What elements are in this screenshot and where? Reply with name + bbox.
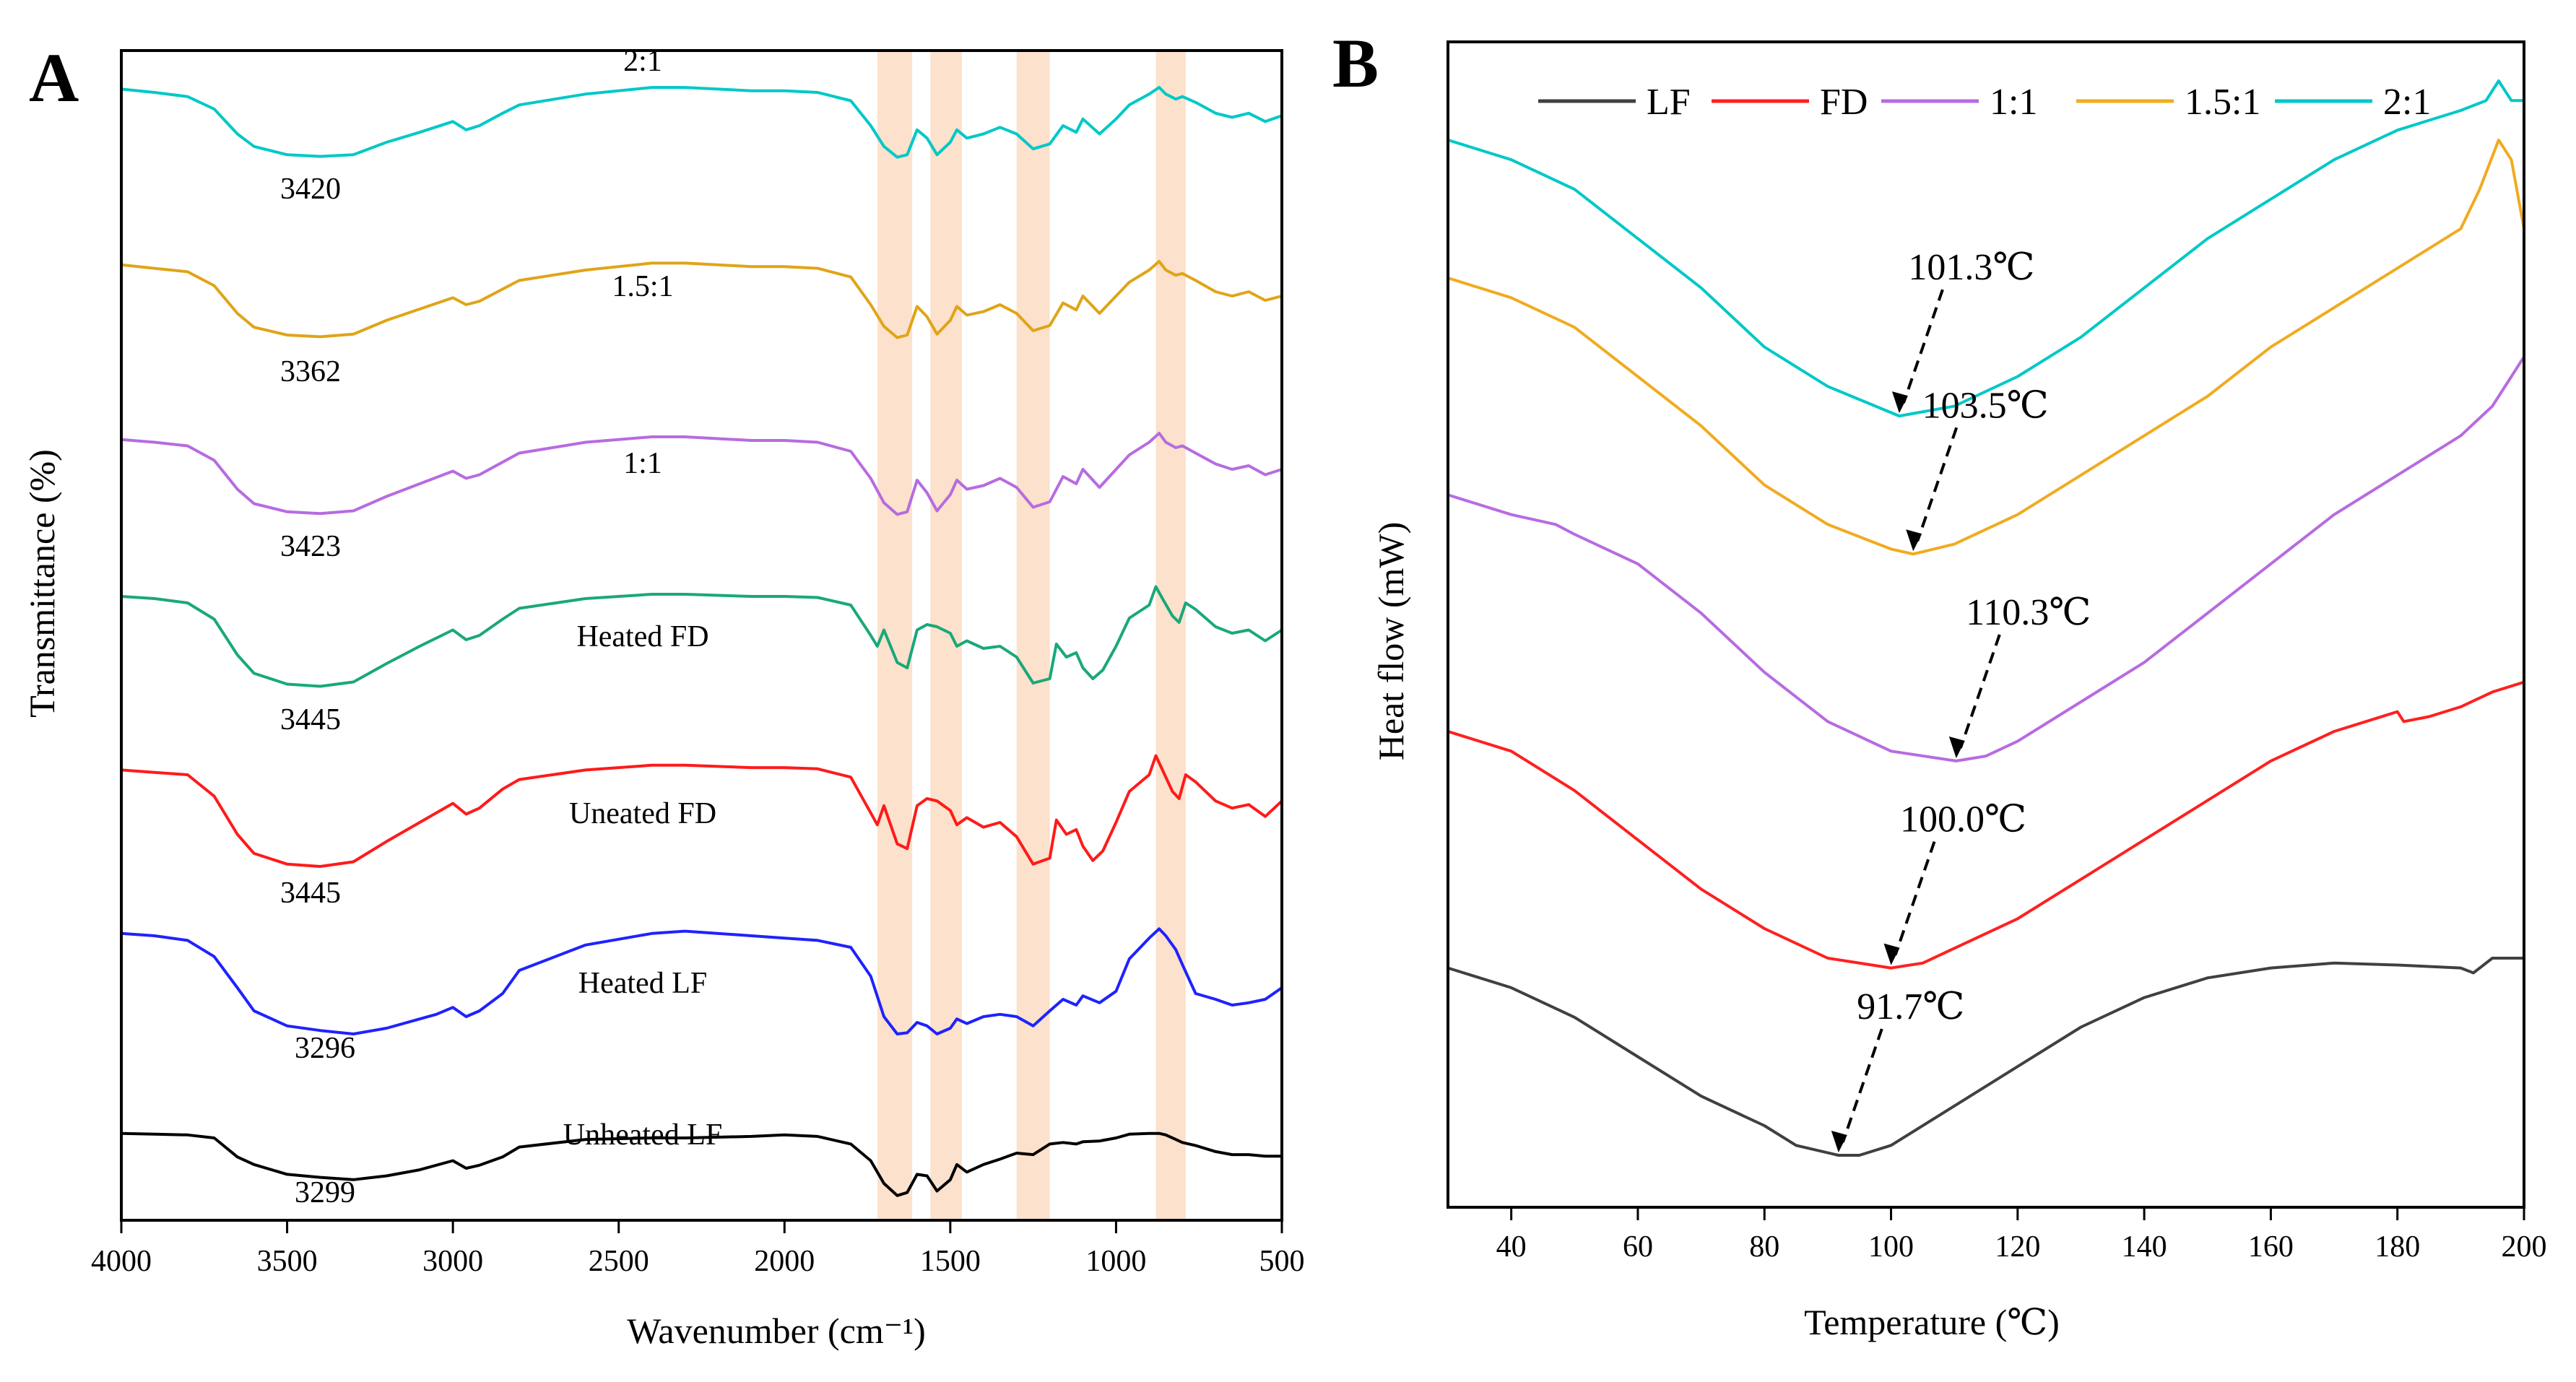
- x-tick-label: 60: [1623, 1230, 1653, 1264]
- x-tick-label: 200: [2502, 1230, 2547, 1264]
- legend-label: 2:1: [2383, 82, 2431, 123]
- dsc-curve: [1447, 138, 2525, 556]
- ftir-curves: [121, 86, 1283, 1197]
- x-tick-label: 80: [1749, 1230, 1779, 1264]
- peak-arrowhead: [1883, 943, 1900, 965]
- peak-arrowhead: [1891, 391, 1908, 414]
- x-tick-label: 140: [2122, 1230, 2167, 1264]
- panel-b: B 91.7℃ 100.0℃ 110.3℃ 103.5℃ 101.3℃ LF FD 1:1 1…: [1332, 25, 2547, 1342]
- dsc-labels: 91.7℃ 100.0℃ 110.3℃ 103.5℃ 101.3℃: [1831, 247, 2091, 1152]
- peak-label: 3296: [295, 1032, 355, 1065]
- peak-arrow: [1894, 840, 1936, 956]
- ftir-curve: [121, 86, 1283, 159]
- peak-label: 3445: [280, 703, 341, 736]
- x-tick-label: 160: [2248, 1230, 2294, 1264]
- ylabel-a: Transmittance (%): [22, 449, 62, 718]
- dsc-curve: [1447, 680, 2525, 970]
- dsc-curve: [1447, 957, 2524, 1157]
- series-label: Heated LF: [578, 967, 707, 1000]
- x-tick-label: 1000: [1085, 1245, 1146, 1278]
- peak-label: 3420: [280, 173, 341, 206]
- peak-temperature-label: 100.0℃: [1900, 799, 2026, 840]
- x-tick-label: 1500: [920, 1245, 981, 1278]
- series-label: Uneated FD: [569, 797, 716, 830]
- peak-temperature-label: 110.3℃: [1966, 592, 2091, 633]
- series-label: 1.5:1: [612, 270, 673, 303]
- peak-temperature-label: 101.3℃: [1908, 247, 2034, 288]
- x-tick-label: 4000: [91, 1245, 152, 1278]
- x-tick-label: 500: [1259, 1245, 1305, 1278]
- peak-arrowhead: [1948, 736, 1965, 758]
- plot-frame-b: [1447, 40, 2525, 1209]
- series-label: Heated FD: [576, 620, 708, 653]
- peak-label: 3299: [295, 1176, 355, 1209]
- x-tick-label: 3000: [422, 1245, 483, 1278]
- x-tick-label: 120: [1995, 1230, 2040, 1264]
- dsc-curve: [1447, 79, 2524, 418]
- panel-b-label: B: [1332, 25, 1379, 102]
- panel-a-axes: 4000 3500 3000 2500 2000 1500 1000 500: [91, 49, 1305, 1278]
- xlabel-a: Wavenumber (cm⁻¹): [627, 1311, 926, 1351]
- peak-temperature-label: 91.7℃: [1857, 986, 1964, 1027]
- x-tick-label: 180: [2375, 1230, 2420, 1264]
- dsc-curves: [1447, 79, 2525, 1157]
- x-tick-label: 2500: [589, 1245, 649, 1278]
- plot-frame-a: [120, 49, 1283, 1222]
- highlight-bands: [877, 52, 1186, 1219]
- series-label: 1:1: [623, 447, 662, 480]
- peak-label: 3423: [280, 530, 341, 563]
- peak-arrow: [1916, 427, 1959, 542]
- highlight-band: [930, 52, 962, 1219]
- peak-arrow: [1902, 289, 1944, 404]
- highlight-band: [1016, 52, 1050, 1219]
- x-tick-label: 100: [1868, 1230, 1914, 1264]
- peak-arrowhead: [1831, 1131, 1847, 1152]
- legend-label: LF: [1647, 82, 1691, 123]
- panel-b-axes: 40 60 80 100 120 140 160 180 200: [1447, 40, 2547, 1264]
- x-tick-label: 3500: [257, 1245, 318, 1278]
- legend-label: 1:1: [1990, 82, 2037, 123]
- highlight-band: [1155, 52, 1186, 1219]
- ftir-curve: [121, 432, 1283, 516]
- peak-label: 3362: [280, 355, 341, 388]
- panel-a-label: A: [29, 39, 79, 116]
- peak-temperature-label: 103.5℃: [1922, 385, 2049, 426]
- peak-arrowhead: [1906, 529, 1922, 552]
- peak-label: 3445: [280, 877, 341, 910]
- x-tick-label: 40: [1496, 1230, 1527, 1264]
- legend: LF FD 1:1 1.5:1 2:1: [1538, 82, 2431, 123]
- ftir-curve: [121, 754, 1283, 868]
- ylabel-b: Heat flow (mW): [1371, 522, 1411, 760]
- ftir-curve: [121, 927, 1283, 1035]
- peak-arrow: [1959, 634, 2001, 749]
- ftir-curve: [121, 260, 1283, 339]
- xlabel-b: Temperature (℃): [1804, 1302, 2060, 1342]
- legend-label: FD: [1820, 82, 1868, 123]
- x-tick-label: 2000: [754, 1245, 815, 1278]
- ftir-curve: [121, 585, 1283, 688]
- ftir-curve: [121, 1131, 1282, 1197]
- series-label: Unheated LF: [563, 1118, 722, 1152]
- dsc-curve: [1447, 356, 2525, 762]
- peak-arrow: [1841, 1028, 1883, 1143]
- legend-label: 1.5:1: [2185, 82, 2260, 123]
